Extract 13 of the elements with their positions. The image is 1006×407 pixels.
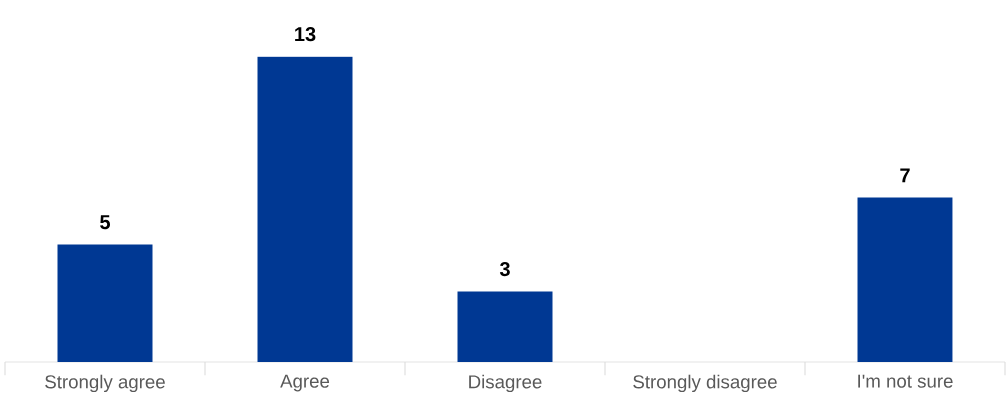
x-tick-label: Strongly agree xyxy=(45,374,165,393)
bar xyxy=(257,56,353,362)
bar xyxy=(857,197,953,362)
data-label: 5 xyxy=(100,215,110,230)
data-label: 13 xyxy=(295,27,316,42)
x-tick-label: Strongly disagree xyxy=(633,374,777,393)
data-label: 3 xyxy=(499,261,510,277)
bar xyxy=(57,244,153,362)
bar xyxy=(457,291,553,362)
x-tick-label: Agree xyxy=(280,374,330,392)
x-tick-label: I'm not sure xyxy=(858,374,953,388)
x-tick-label: Disagree xyxy=(469,374,542,393)
data-label: 7 xyxy=(900,168,910,183)
